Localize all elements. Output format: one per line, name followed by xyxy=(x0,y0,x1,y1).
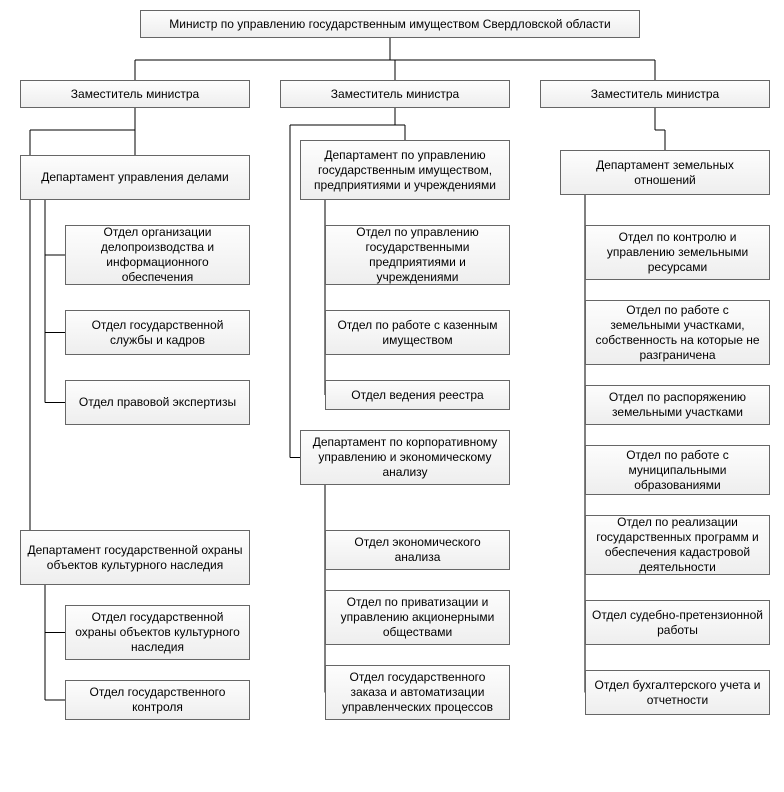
node-c2_d1_o2: Отдел по работе с казенным имуществом xyxy=(325,310,510,355)
node-dep3: Заместитель министра xyxy=(540,80,770,108)
node-c2_d1_o1: Отдел по управлению государственными пре… xyxy=(325,225,510,285)
node-c1_d2_o1: Отдел государственной охраны объектов ку… xyxy=(65,605,250,660)
node-c2_d2_o1: Отдел экономического анализа xyxy=(325,530,510,570)
node-c2_d2_o3: Отдел государственного заказа и автомати… xyxy=(325,665,510,720)
node-dep1: Заместитель министра xyxy=(20,80,250,108)
node-c3_d1_o3: Отдел по распоряжению земельными участка… xyxy=(585,385,770,425)
node-c1_d1: Департамент управления делами xyxy=(20,155,250,200)
node-c3_d1_o1: Отдел по контролю и управлению земельным… xyxy=(585,225,770,280)
node-dep2: Заместитель министра xyxy=(280,80,510,108)
node-c1_d1_o3: Отдел правовой экспертизы xyxy=(65,380,250,425)
node-minister: Министр по управлению государственным им… xyxy=(140,10,640,38)
node-c1_d2_o2: Отдел государственного контроля xyxy=(65,680,250,720)
node-c3_d1_o2: Отдел по работе с земельными участками, … xyxy=(585,300,770,365)
node-c1_d2: Департамент государственной охраны объек… xyxy=(20,530,250,585)
node-c3_d1_o5: Отдел по реализации государственных прог… xyxy=(585,515,770,575)
node-c3_d1_o7: Отдел бухгалтерского учета и отчетности xyxy=(585,670,770,715)
node-c3_d1: Департамент земельных отношений xyxy=(560,150,770,195)
node-c1_d1_o2: Отдел государственной службы и кадров xyxy=(65,310,250,355)
node-c3_d1_o4: Отдел по работе с муниципальными образов… xyxy=(585,445,770,495)
node-c1_d1_o1: Отдел организации делопроизводства и инф… xyxy=(65,225,250,285)
node-c2_d1_o3: Отдел ведения реестра xyxy=(325,380,510,410)
node-c3_d1_o6: Отдел судебно-претензионной работы xyxy=(585,600,770,645)
org-chart: Министр по управлению государственным им… xyxy=(0,0,784,792)
node-c2_d1: Департамент по управлению государственны… xyxy=(300,140,510,200)
node-c2_d2: Департамент по корпоративному управлению… xyxy=(300,430,510,485)
node-c2_d2_o2: Отдел по приватизации и управлению акцио… xyxy=(325,590,510,645)
